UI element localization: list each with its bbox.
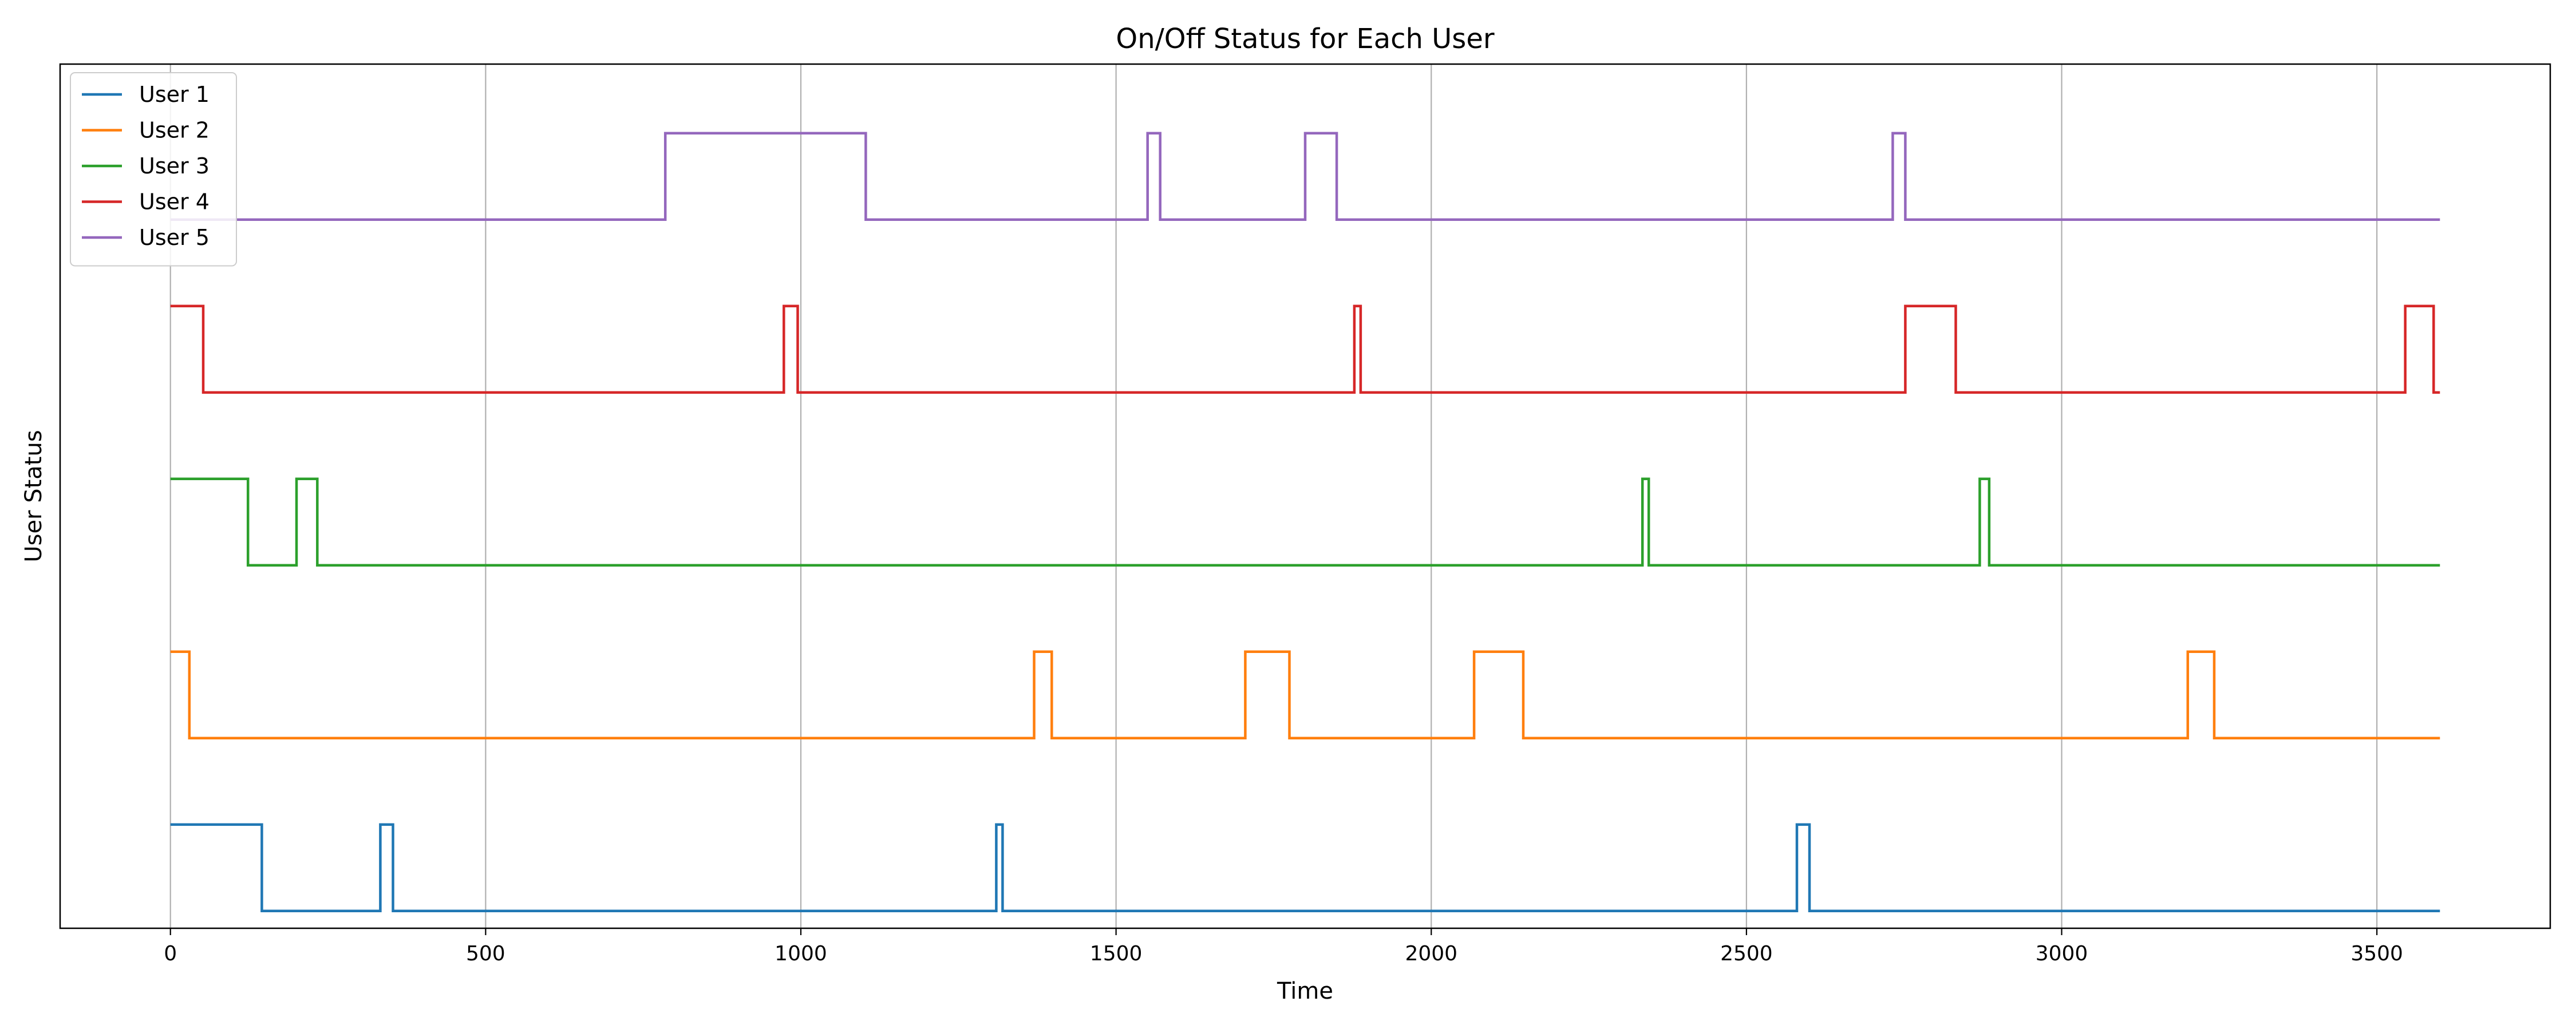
y-axis-label: User Status [21,430,47,562]
x-axis-label: Time [1277,978,1333,1004]
series-layer [170,132,2440,913]
x-tick-label: 1500 [1090,942,1143,965]
series-line-user-1 [170,823,2440,913]
legend-label: User 5 [139,225,210,250]
legend-box [70,72,237,267]
grid-layer [169,64,2378,928]
series-line-user-4 [170,304,2440,394]
x-tick-label: 2000 [1405,942,1457,965]
x-tick-layer: 0 500 1000 1500 2000 2500 3000 3500 [164,928,2403,965]
x-tick-label: 500 [466,942,505,965]
legend-label: User 4 [139,189,210,215]
series-line-user-2 [170,650,2440,740]
legend: User 1 User 2 User 3 User 4 User 5 [70,72,237,267]
x-tick-label: 3000 [2036,942,2088,965]
series-line-user-5 [170,132,2440,221]
x-tick-label: 3500 [2350,942,2403,965]
legend-label: User 3 [139,153,210,179]
x-tick-label: 1000 [775,942,827,965]
x-tick-label: 0 [164,942,177,965]
series-line-user-3 [170,477,2440,567]
x-tick-label: 2500 [1720,942,1773,965]
chart-title: On/Off Status for Each User [1116,23,1494,55]
legend-label: User 2 [139,118,210,143]
legend-label: User 1 [139,82,210,107]
plot-frame [59,63,2551,929]
